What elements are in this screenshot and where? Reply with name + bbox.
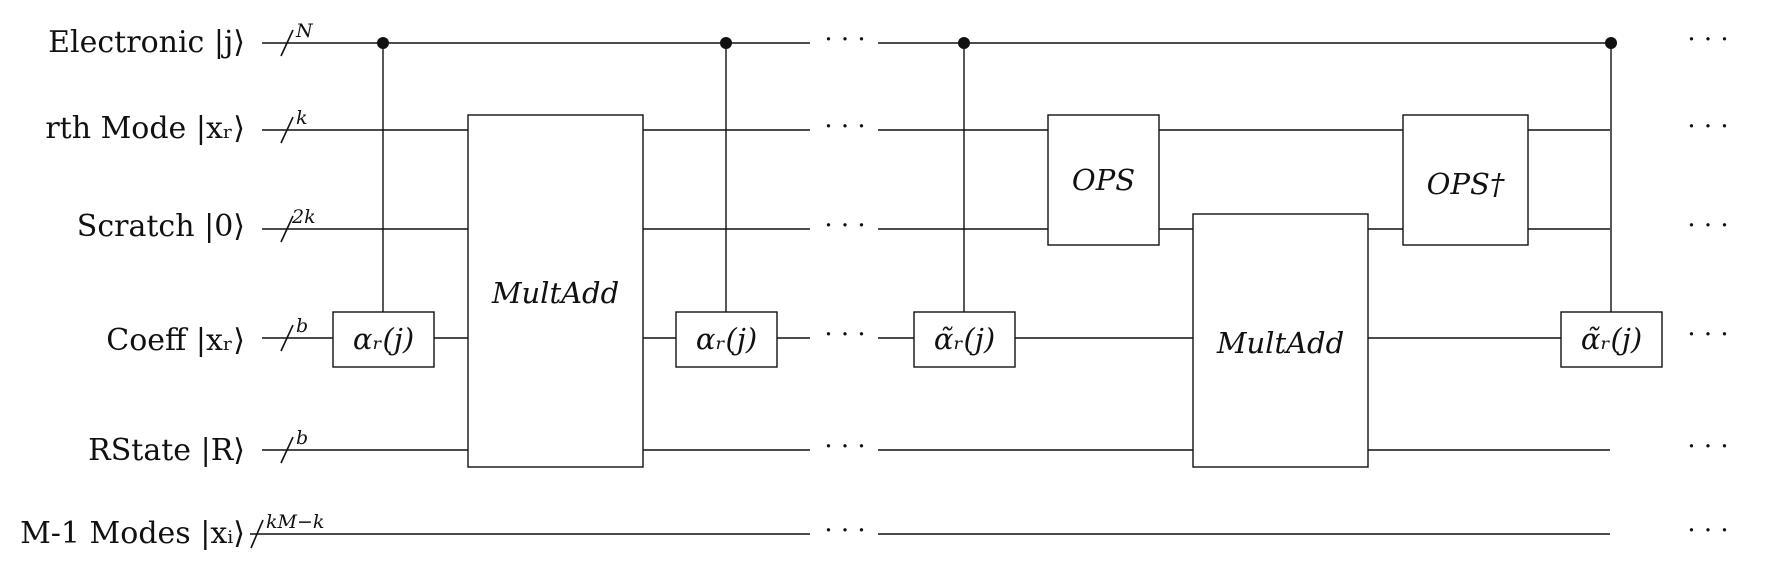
slash-coeff (280, 324, 294, 352)
slash-rstate (280, 436, 294, 464)
reg-width-m1-modes: kM−k (266, 511, 324, 533)
ellipsis-right-coeff: · · · (1687, 320, 1728, 350)
gate-alphatilde-2-box (1560, 311, 1663, 368)
gate-multadd-2: MultAdd (1192, 213, 1369, 468)
ellipsis-mid-coeff: · · · (824, 320, 865, 350)
gate-multadd-1: MultAdd (467, 114, 644, 468)
gate-alpha-2-box (675, 311, 778, 368)
ellipsis-right-m1-modes: · · · (1687, 516, 1728, 546)
ellipsis-right-rth-mode: · · · (1687, 112, 1728, 142)
gate-multadd-1-label: MultAdd (491, 276, 619, 310)
register-markers: N k 2k b b kM−k (250, 20, 324, 549)
reg-width-coeff: b (296, 315, 308, 337)
slash-scratch (280, 215, 294, 243)
gate-alpha-2-label: αᵣ(j) (696, 322, 757, 356)
ellipsis-mid-rstate: · · · (824, 432, 865, 462)
ellipsis-mid-rth-mode: · · · (824, 112, 865, 142)
gate-ops-dagger-label: OPS† (1427, 167, 1505, 201)
ellipsis-mid-m1-modes: · · · (824, 516, 865, 546)
ellipsis-mid-electronic: · · · (824, 25, 865, 55)
label-rstate: RState |R⟩ (88, 433, 245, 468)
gate-ops-dagger: OPS† (1402, 114, 1529, 246)
reg-width-scratch: 2k (291, 206, 316, 228)
reg-width-rth-mode: k (296, 107, 308, 129)
gate-alphatilde-2-label: α̃ᵣ(j) (1581, 322, 1642, 356)
gate-alphatilde-1-box (913, 311, 1016, 368)
wire-labels: Electronic |j⟩ rth Mode |xᵣ⟩ Scratch |0⟩… (20, 25, 245, 551)
control-dot-4 (1605, 37, 1617, 49)
control-dot-1 (377, 37, 389, 49)
gate-alphatilde-1: α̃ᵣ(j) (913, 311, 1016, 368)
slash-electronic (280, 29, 294, 57)
ellipsis-right-electronic: · · · (1687, 25, 1728, 55)
label-scratch: Scratch |0⟩ (77, 209, 245, 244)
slash-rth-mode (280, 116, 294, 144)
gate-alphatilde-1-label: α̃ᵣ(j) (934, 322, 995, 356)
gate-alpha-1-box (332, 311, 435, 368)
gate-multadd-2-box (1192, 213, 1369, 468)
gate-alpha-2: αᵣ(j) (675, 311, 778, 368)
gate-alphatilde-2: α̃ᵣ(j) (1560, 311, 1663, 368)
gate-ops-label: OPS (1072, 163, 1135, 197)
gate-alpha-1-label: αᵣ(j) (353, 322, 414, 356)
control-dots (377, 37, 1617, 49)
gate-ops-box (1047, 114, 1160, 246)
ellipsis-right-scratch: · · · (1687, 211, 1728, 241)
ellipsis-right-column: · · · · · · · · · · · · · · · · · · (1687, 25, 1728, 546)
gate-ops-dagger-box (1402, 114, 1529, 246)
label-coeff: Coeff |xᵣ⟩ (106, 323, 245, 358)
gate-multadd-1-box (467, 114, 644, 468)
control-dot-2 (720, 37, 732, 49)
gate-alpha-1: αᵣ(j) (332, 311, 435, 368)
reg-width-electronic: N (295, 20, 314, 42)
ellipsis-middle-column: · · · · · · · · · · · · · · · · · · (824, 25, 865, 546)
label-m1-modes: M-1 Modes |xᵢ⟩ (20, 516, 245, 551)
control-lines (382, 43, 1612, 312)
control-dot-3 (958, 37, 970, 49)
slash-m1-modes (250, 519, 264, 549)
gate-multadd-2-label: MultAdd (1216, 326, 1344, 360)
reg-width-rstate: b (296, 427, 308, 449)
label-electronic: Electronic |j⟩ (48, 25, 245, 60)
ellipsis-mid-scratch: · · · (824, 211, 865, 241)
label-rth-mode: rth Mode |xᵣ⟩ (45, 111, 245, 146)
ellipsis-right-rstate: · · · (1687, 432, 1728, 462)
gate-ops: OPS (1047, 114, 1160, 246)
